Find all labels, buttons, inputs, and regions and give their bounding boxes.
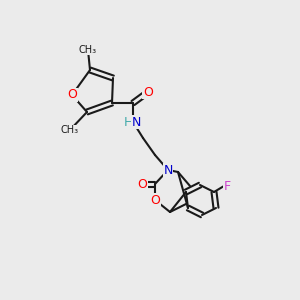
Text: H: H	[123, 116, 133, 128]
Text: F: F	[224, 179, 231, 193]
Text: N: N	[163, 164, 173, 176]
Text: O: O	[150, 194, 160, 206]
Text: O: O	[67, 88, 77, 101]
Text: CH₃: CH₃	[79, 45, 97, 55]
Text: CH₃: CH₃	[61, 125, 79, 135]
Text: N: N	[131, 116, 141, 128]
Text: O: O	[143, 85, 153, 98]
Text: O: O	[137, 178, 147, 190]
